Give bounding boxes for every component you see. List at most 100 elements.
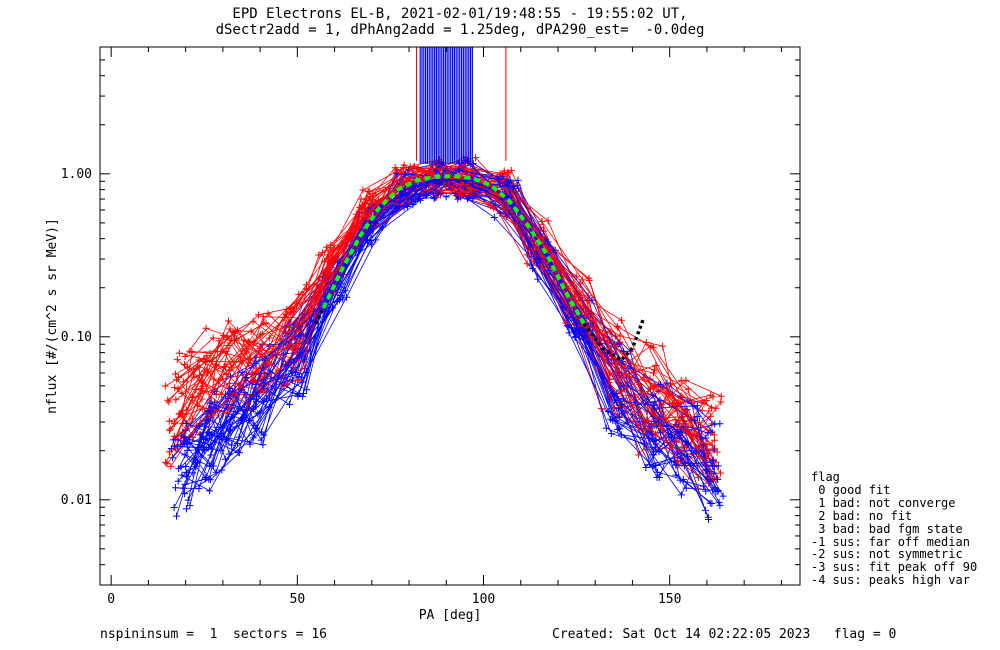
jitter-trace-red-marker xyxy=(179,378,187,386)
series-3-blue-marker xyxy=(297,349,305,357)
jitter-trace-blue-marker xyxy=(710,446,718,454)
series-2-red-marker xyxy=(539,235,547,243)
jitter-trace-blue-marker xyxy=(246,440,254,448)
jitter-trace-blue xyxy=(185,162,709,518)
legend-item: -3 sus: fit peak off 90 xyxy=(811,560,978,575)
jitter-trace-red-marker xyxy=(292,342,300,350)
series-2-red-marker xyxy=(502,186,510,194)
jitter-trace-red-marker xyxy=(294,376,302,384)
jitter-trace-blue-marker xyxy=(242,373,250,381)
jitter-trace-red-marker xyxy=(679,412,687,420)
jitter-trace-blue-marker xyxy=(226,418,234,426)
jitter-trace-blue-marker xyxy=(624,382,632,390)
jitter-trace-blue-marker xyxy=(642,464,650,472)
legend-item: 0 good fit xyxy=(811,482,891,497)
series-3-blue-marker xyxy=(710,463,718,471)
jitter-trace-red-marker xyxy=(606,328,614,336)
jitter-trace-red-marker xyxy=(500,167,508,175)
series-3-blue-marker xyxy=(182,463,190,471)
footer-created-info: Created: Sat Oct 14 02:22:05 2023 flag =… xyxy=(552,627,897,642)
jitter-trace-blue-marker xyxy=(177,432,185,440)
jitter-trace-red-marker xyxy=(708,441,716,449)
jitter-trace-blue-marker xyxy=(252,381,260,389)
jitter-trace-red-marker xyxy=(231,327,239,335)
jitter-trace-red-marker xyxy=(650,366,658,374)
jitter-trace-red-marker xyxy=(328,273,336,281)
jitter-trace-blue-marker xyxy=(706,499,714,507)
jitter-trace-red-marker xyxy=(292,347,300,355)
jitter-trace-red-marker xyxy=(175,349,183,357)
jitter-trace-blue-marker xyxy=(651,398,659,406)
series-0-red-marker xyxy=(606,369,614,377)
jitter-trace-blue-marker xyxy=(257,436,265,444)
jitter-trace-blue-marker xyxy=(442,193,450,201)
jitter-trace-red-marker xyxy=(365,188,373,196)
jitter-trace-red-marker xyxy=(694,444,702,452)
jitter-trace-red xyxy=(178,173,707,436)
jitter-trace-blue-marker xyxy=(228,441,236,449)
jitter-trace-blue-marker xyxy=(195,485,203,493)
jitter-trace-blue-marker xyxy=(617,401,625,409)
jitter-trace-blue-marker xyxy=(366,237,374,245)
jitter-trace-blue-marker xyxy=(655,404,663,412)
jitter-trace-blue-marker xyxy=(206,487,214,495)
jitter-trace-blue-marker xyxy=(534,275,542,283)
jitter-trace-blue-marker xyxy=(169,454,177,462)
jitter-trace-blue xyxy=(184,179,711,494)
jitter-trace-red-marker xyxy=(258,330,266,338)
jitter-trace-red-marker xyxy=(226,379,234,387)
jitter-trace-red-marker xyxy=(257,331,265,339)
jitter-trace-red-marker xyxy=(175,374,183,382)
jitter-trace-red-marker xyxy=(223,409,231,417)
jitter-trace-red-marker xyxy=(244,338,252,346)
jitter-trace-red-marker xyxy=(643,416,651,424)
jitter-trace-blue-marker xyxy=(607,415,615,423)
chart-title-line-1: EPD Electrons EL-B, 2021-02-01/19:48:55 … xyxy=(232,6,688,22)
jitter-trace-blue-marker xyxy=(617,431,625,439)
jitter-trace-blue-marker xyxy=(181,480,189,488)
jitter-trace-red-marker xyxy=(224,341,232,349)
jitter-trace-red-marker xyxy=(705,449,713,457)
series-2-red-marker xyxy=(230,358,238,366)
jitter-trace-blue-marker xyxy=(676,476,684,484)
jitter-trace-red-marker xyxy=(507,166,515,174)
jitter-trace-blue-marker xyxy=(189,469,197,477)
jitter-trace-blue-marker xyxy=(250,421,258,429)
jitter-trace-red-marker xyxy=(199,382,207,390)
jitter-trace-blue-marker xyxy=(224,437,232,445)
jitter-trace-blue-marker xyxy=(263,395,271,403)
jitter-trace-blue-marker xyxy=(300,355,308,363)
jitter-trace-blue-marker xyxy=(286,401,294,409)
x-tick-label: 100 xyxy=(472,592,495,607)
jitter-trace-blue-marker xyxy=(714,462,722,470)
jitter-trace-red-marker xyxy=(281,314,289,322)
jitter-trace-blue-marker xyxy=(181,434,189,442)
series-2-red-marker xyxy=(681,407,689,415)
y-tick-label: 0.10 xyxy=(61,330,92,345)
jitter-trace-blue-marker xyxy=(257,428,265,436)
jitter-trace-red-marker xyxy=(220,332,228,340)
jitter-trace-red-marker xyxy=(585,276,593,284)
series-2-red-marker xyxy=(651,382,659,390)
jitter-trace-blue-marker xyxy=(693,402,701,410)
jitter-trace-red-marker xyxy=(260,319,268,327)
jitter-trace-red-marker xyxy=(411,163,419,171)
jitter-trace-blue-marker xyxy=(705,515,713,523)
series-1-blue-marker xyxy=(252,398,260,406)
jitter-trace-blue-marker xyxy=(690,402,698,410)
jitter-trace-red-marker xyxy=(618,316,626,324)
series-2-red-marker xyxy=(204,369,212,377)
jitter-trace-red-marker xyxy=(649,369,657,377)
jitter-trace-red-marker xyxy=(172,396,180,404)
jitter-trace-red xyxy=(184,170,722,453)
jitter-trace-blue-marker xyxy=(186,502,194,510)
jitter-trace-blue-marker xyxy=(294,392,302,400)
jitter-trace-blue-marker xyxy=(287,367,295,375)
jitter-trace-red-marker xyxy=(562,319,570,327)
series-3-blue-marker xyxy=(617,382,625,390)
jitter-trace-blue-marker xyxy=(672,461,680,469)
jitter-trace-red-marker xyxy=(605,379,613,387)
series-2-red-marker xyxy=(368,206,376,214)
jitter-trace-blue-marker xyxy=(246,417,254,425)
jitter-trace-red-marker xyxy=(255,311,263,319)
